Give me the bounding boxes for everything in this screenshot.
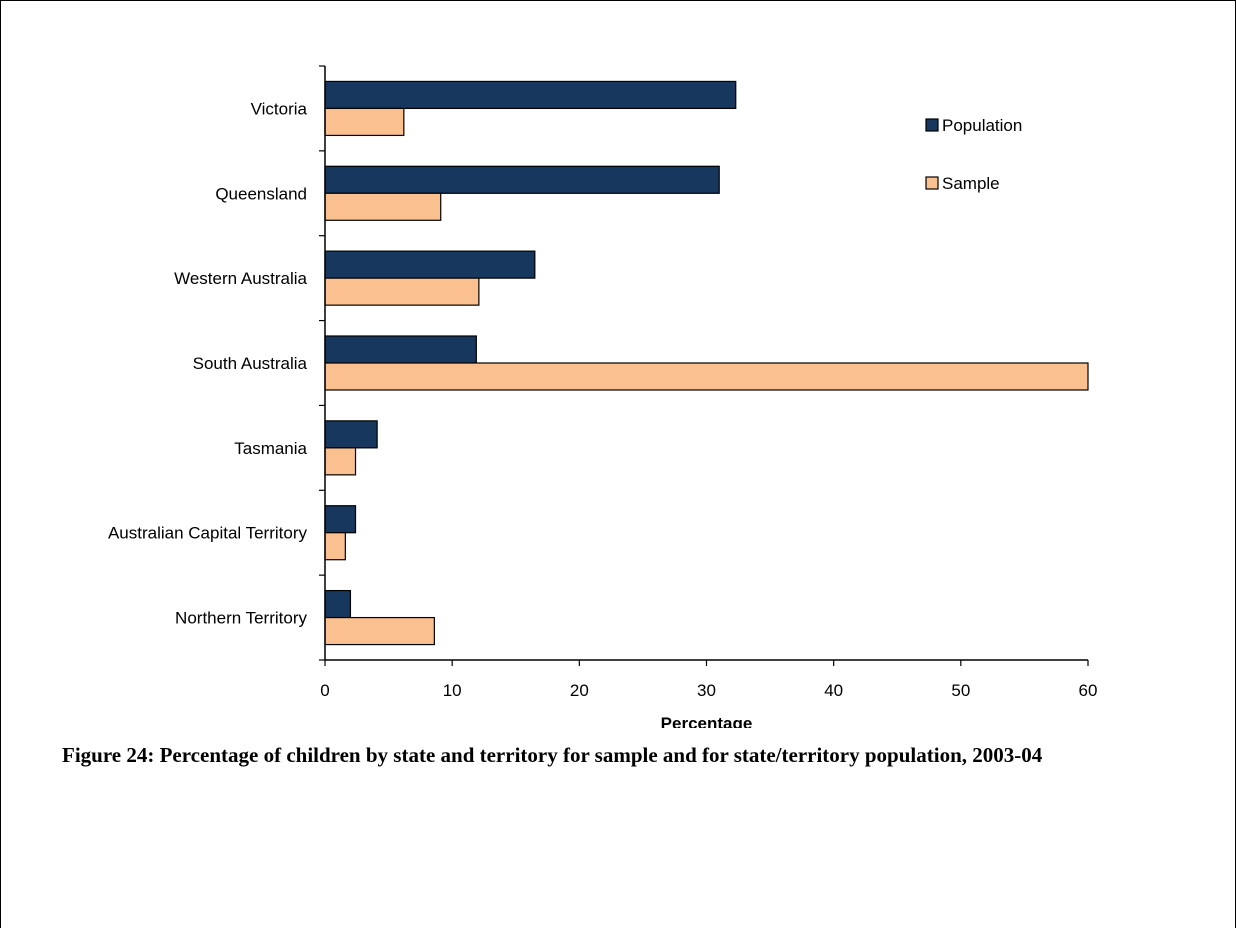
bar-population-western-australia — [324, 250, 536, 279]
x-tick-label: 0 — [320, 681, 329, 700]
x-tick-label: 10 — [443, 681, 462, 700]
x-axis-title: Percentage — [661, 714, 753, 728]
legend-swatch-sample — [925, 176, 939, 190]
category-label: Tasmania — [234, 439, 307, 458]
bar-sample-victoria — [324, 107, 405, 137]
bar-population-northern-territory — [324, 589, 352, 619]
x-tick-label: 60 — [1079, 681, 1098, 700]
category-label: South Australia — [193, 354, 308, 373]
bars-layer — [324, 80, 1089, 646]
bar-population-victoria — [324, 80, 737, 110]
bar-sample-northern-territory — [324, 616, 435, 646]
legend-swatch-population — [925, 118, 939, 132]
bar-population-tasmania — [324, 420, 378, 449]
bar-sample-queensland — [324, 192, 442, 221]
x-tick-label: 30 — [697, 681, 716, 700]
bar-population-australian-capital-territory — [324, 505, 357, 534]
legend-label-population: Population — [942, 116, 1022, 135]
labels-layer: Victoria Queensland Western Australia South… — [108, 99, 1098, 728]
category-label: Victoria — [251, 99, 308, 118]
figure-caption: Figure 24: Percentage of children by sta… — [62, 743, 1043, 767]
x-tick-label: 40 — [824, 681, 843, 700]
x-tick-label: 50 — [951, 681, 970, 700]
bar-population-queensland — [324, 165, 720, 194]
axes-layer — [319, 65, 1089, 666]
bar-population-south-australia — [324, 335, 477, 364]
legend-label-sample: Sample — [942, 174, 1000, 193]
category-label: Queensland — [215, 184, 307, 203]
bar-chart: Victoria Queensland Western Australia South… — [108, 65, 1098, 728]
bar-sample-tasmania — [324, 447, 357, 476]
bar-sample-south-australia — [324, 362, 1089, 391]
category-label: Northern Territory — [175, 609, 307, 628]
bar-sample-western-australia — [324, 277, 480, 306]
category-label: Western Australia — [174, 269, 307, 288]
category-label: Australian Capital Territory — [108, 524, 308, 543]
legend: Population Sample — [925, 116, 1022, 193]
x-tick-label: 20 — [570, 681, 589, 700]
bar-sample-australian-capital-territory — [324, 532, 346, 561]
